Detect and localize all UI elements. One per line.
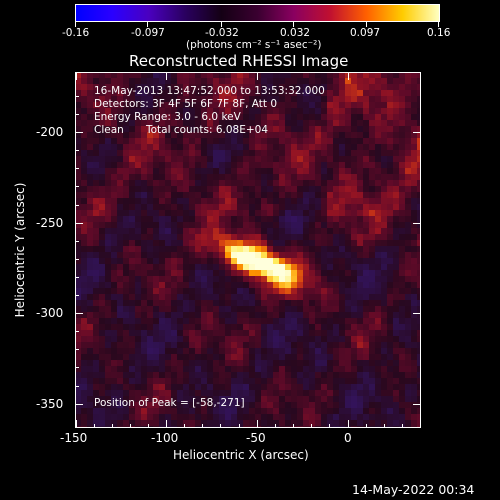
colorbar-tick-label: 0.16 bbox=[427, 27, 451, 39]
clean-label: Clean bbox=[94, 124, 124, 136]
heatmap-image bbox=[75, 72, 421, 428]
y-tick-label: -350 bbox=[36, 397, 64, 411]
x-tick-label: -50 bbox=[246, 431, 266, 445]
colorbar-tick-label: 0.097 bbox=[350, 27, 381, 39]
peak-position-label: Position of Peak = [-58,-271] bbox=[94, 397, 245, 409]
time-range-label: 16-May-2013 13:47:52.000 to 13:53:32.000 bbox=[94, 85, 325, 97]
y-axis-label: Heliocentric Y (arcsec) bbox=[13, 182, 27, 318]
colorbar-tick-label: -0.032 bbox=[205, 27, 239, 39]
total-counts-label: Total counts: 6.08E+04 bbox=[146, 124, 269, 136]
colorbar-tick-label: -0.097 bbox=[131, 27, 165, 39]
colorbar-ticks bbox=[75, 22, 440, 28]
x-tick-label: 0 bbox=[344, 431, 352, 445]
y-tick-label: -200 bbox=[36, 125, 64, 139]
colorbar-tick-label: 0.032 bbox=[280, 27, 311, 39]
y-tick-label: -250 bbox=[36, 216, 64, 230]
colorbar bbox=[75, 4, 440, 22]
detectors-label: Detectors: 3F 4F 5F 6F 7F 8F, Att 0 bbox=[94, 98, 278, 110]
image-area bbox=[75, 72, 421, 428]
x-tick-label: -100 bbox=[151, 431, 179, 445]
y-tick-label: -300 bbox=[36, 306, 64, 320]
energy-range-label: Energy Range: 3.0 - 6.0 keV bbox=[94, 111, 241, 123]
colorbar-unit-label: (photons cm⁻² s⁻¹ asec⁻²) bbox=[186, 39, 322, 51]
plot-title: Reconstructed RHESSI Image bbox=[129, 52, 349, 70]
colorbar-tick-label: -0.16 bbox=[62, 27, 90, 39]
x-tick-label: -150 bbox=[60, 431, 88, 445]
render-timestamp: 14-May-2022 00:34 bbox=[352, 482, 475, 497]
x-axis-label: Heliocentric X (arcsec) bbox=[173, 448, 309, 462]
